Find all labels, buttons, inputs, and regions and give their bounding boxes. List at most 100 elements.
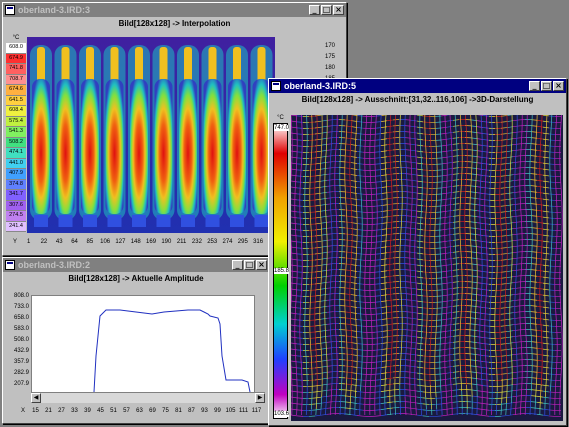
mesh-line (326, 329, 334, 331)
close-button[interactable]: × (333, 5, 344, 15)
amplitude-window[interactable]: oberland-3.IRD:2 _ □ × Bild[128x128] -> … (2, 257, 270, 424)
3d-window[interactable]: oberland-3.IRD:5 _ □ × Bild[128x128] -> … (268, 78, 567, 426)
mesh-line (344, 365, 352, 367)
mesh-line (416, 270, 424, 273)
mesh-line (452, 269, 460, 271)
mesh-line (470, 311, 478, 313)
mesh-line (470, 125, 478, 127)
mesh-line (512, 383, 520, 386)
mesh-line (320, 287, 328, 290)
mesh-line (374, 175, 382, 177)
mesh-line (482, 373, 490, 375)
mesh-line (440, 396, 448, 399)
mesh-line (482, 349, 490, 351)
scroll-right-button[interactable]: ▶ (255, 393, 265, 403)
bottle-heat-signature (152, 45, 175, 227)
mesh-line (548, 415, 556, 417)
mesh-line (452, 143, 460, 145)
mesh-line (356, 139, 364, 141)
mesh-line (452, 359, 460, 361)
mesh-line (422, 247, 430, 249)
mesh-line (500, 235, 508, 237)
mesh-line (452, 401, 460, 403)
scroll-left-button[interactable]: ◀ (31, 393, 41, 403)
close-button[interactable]: × (553, 81, 564, 91)
maximize-button[interactable]: □ (244, 260, 255, 270)
mesh-line (482, 205, 490, 207)
mesh-line (530, 341, 538, 343)
mesh-line (512, 251, 520, 254)
mesh-line (404, 203, 412, 205)
mesh-line (506, 414, 514, 416)
mesh-line (326, 347, 334, 349)
mesh-line (296, 289, 304, 291)
app-icon (5, 260, 15, 270)
mesh-line (542, 282, 550, 285)
mesh-line (482, 253, 490, 255)
mesh-line (320, 203, 328, 206)
mesh-line (344, 131, 352, 133)
maximize-button[interactable]: □ (541, 81, 552, 91)
mesh-line (422, 409, 430, 411)
right-tick: 180 (325, 65, 336, 71)
mesh-line (530, 317, 538, 319)
mesh-line (476, 360, 484, 362)
mesh-line (536, 203, 544, 206)
x-tick: 316 (253, 239, 264, 245)
mesh-line (326, 335, 334, 337)
mesh-line (344, 383, 352, 385)
mesh-line (291, 414, 298, 417)
x-tick: 1 (26, 239, 31, 245)
mesh-line (452, 233, 460, 235)
mesh-line (404, 323, 412, 325)
mesh-line (452, 161, 460, 163)
mesh-line (500, 355, 508, 357)
mesh-line (350, 156, 358, 158)
mesh-line (422, 355, 430, 357)
mesh-line (350, 312, 358, 314)
mesh-line (548, 247, 556, 249)
3d-subtitle: Bild[128x128] -> Ausschnitt:[31,32..116,… (269, 93, 566, 106)
mesh-line (530, 179, 538, 181)
close-button[interactable]: × (256, 260, 267, 270)
amplitude-titlebar[interactable]: oberland-3.IRD:2 _ □ × (3, 258, 269, 272)
y-tick: 432.9 (13, 348, 29, 354)
minimize-button[interactable]: _ (232, 260, 243, 270)
mesh-line (512, 221, 520, 224)
mesh-line (404, 359, 412, 361)
mesh-line (512, 293, 520, 296)
interpolation-titlebar[interactable]: oberland-3.IRD:3 _ □ × (3, 3, 346, 17)
mesh-line (380, 288, 388, 290)
mesh-line (452, 275, 460, 277)
mesh-line (416, 156, 424, 159)
mesh-line (446, 263, 454, 266)
mesh-line (350, 306, 358, 308)
mesh-line (374, 379, 382, 381)
mesh-line (446, 251, 454, 254)
minimize-button[interactable]: _ (529, 81, 540, 91)
interpolation-window[interactable]: oberland-3.IRD:3 _ □ × Bild[128x128] -> … (2, 2, 347, 256)
mesh-line (404, 233, 412, 235)
mesh-line (506, 342, 514, 344)
mesh-line (512, 365, 520, 368)
mesh-line (500, 295, 508, 297)
mesh-line (356, 385, 364, 387)
mesh-line (440, 354, 448, 357)
mesh-line (422, 133, 430, 135)
maximize-button[interactable]: □ (321, 5, 332, 15)
mesh-line (470, 335, 478, 337)
mesh-line (422, 295, 430, 297)
mesh-line (530, 323, 538, 325)
mesh-line (380, 312, 388, 314)
mesh-line (291, 330, 298, 333)
interpolation-subtitle: Bild[128x128] -> Interpolation (3, 17, 346, 30)
minimize-button[interactable]: _ (309, 5, 320, 15)
3d-titlebar[interactable]: oberland-3.IRD:5 _ □ × (269, 79, 566, 93)
mesh-line (386, 233, 394, 236)
mesh-line (291, 228, 298, 231)
x-tick: 43 (55, 239, 63, 245)
mesh-line (512, 131, 520, 134)
mesh-line (500, 205, 508, 207)
mesh-line (548, 319, 556, 321)
amplitude-scrollbar[interactable]: ◀ ▶ (31, 392, 265, 403)
